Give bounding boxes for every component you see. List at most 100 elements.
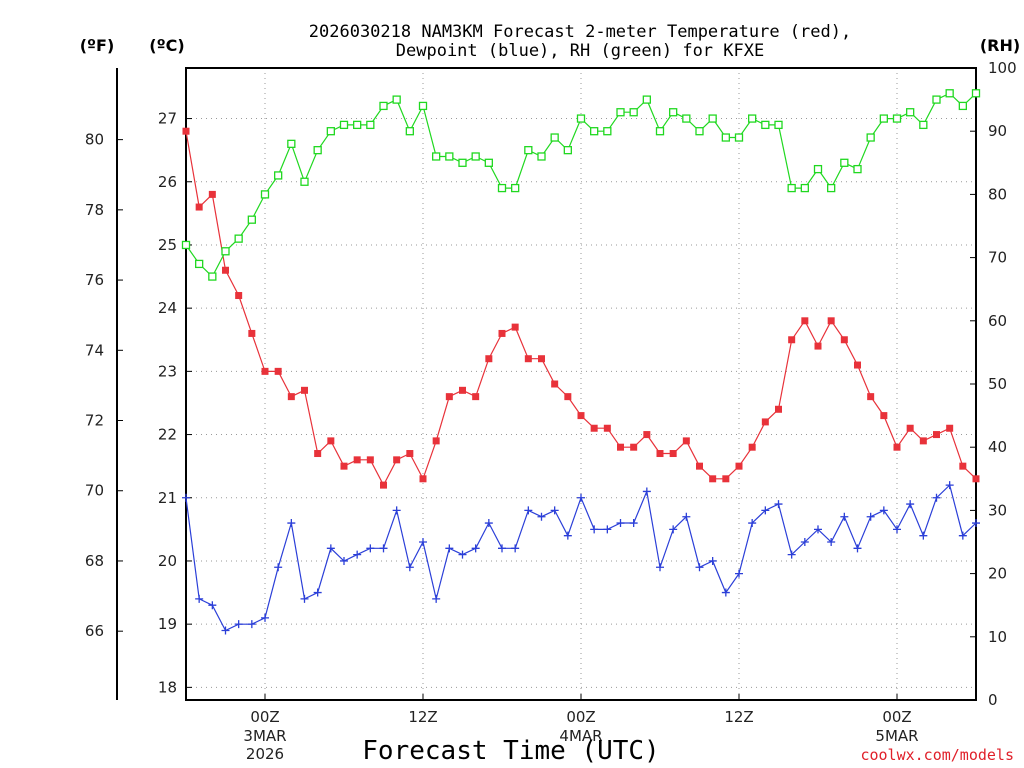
dewpoint-point — [840, 512, 849, 521]
celsius-tick-label: 27 — [158, 110, 177, 128]
fahrenheit-axis: 66 68 70 72 74 76 78 80 — [85, 131, 123, 640]
temperature-point — [235, 292, 243, 300]
rh-unit-label: (RH) — [980, 36, 1020, 55]
temperature-point — [617, 443, 624, 451]
dewpoint-point — [261, 613, 269, 622]
dewpoint-point — [603, 525, 612, 534]
dewpoint-point — [432, 594, 441, 603]
rh-point — [958, 101, 967, 111]
dewpoint-point — [866, 512, 875, 521]
rh-tick-label: 10 — [988, 628, 1007, 646]
temperature-point — [669, 450, 677, 458]
rh-point — [761, 120, 770, 130]
rh-point — [840, 158, 849, 167]
dewpoint-point — [827, 538, 836, 546]
dewpoint-point — [708, 556, 717, 565]
dewpoint-point — [669, 525, 678, 534]
temperature-point — [906, 424, 914, 432]
fahrenheit-unit-label: (ºF) — [80, 36, 115, 55]
series-dewpoint — [182, 481, 980, 635]
dewpoint-point — [366, 544, 375, 553]
rh-point — [458, 158, 467, 167]
dewpoint-point — [800, 538, 809, 546]
celsius-tick-label: 26 — [158, 173, 177, 191]
rh-point — [919, 120, 928, 130]
temperature-point — [814, 342, 822, 350]
rh-point — [379, 101, 388, 111]
fahrenheit-tick-label: 76 — [85, 271, 104, 289]
temperature-point — [419, 475, 427, 483]
rh-tick-label: 0 — [988, 691, 998, 709]
rh-point — [866, 133, 875, 142]
temperature-point — [761, 418, 769, 426]
dewpoint-point — [787, 550, 796, 559]
dewpoint-point — [379, 544, 388, 553]
dewpoint-point — [682, 512, 691, 521]
time-tick-date: 4MAR — [559, 727, 602, 745]
rh-point — [511, 183, 520, 193]
rh-point — [313, 146, 322, 155]
time-tick-year: 2026 — [246, 745, 284, 763]
dewpoint-point — [287, 519, 296, 528]
rh-point — [260, 190, 270, 199]
temperature-point — [393, 456, 401, 464]
rh-point — [326, 127, 335, 136]
dewpoint-point — [945, 481, 954, 490]
rh-point — [353, 120, 362, 130]
temperature-point — [656, 450, 664, 458]
rh-tick-label: 70 — [988, 249, 1007, 267]
rh-point — [418, 101, 428, 111]
rh-point — [721, 133, 730, 142]
dewpoint-point — [932, 493, 941, 502]
temperature-point — [643, 431, 651, 439]
temperature-point — [248, 329, 256, 337]
fahrenheit-tick-label: 74 — [85, 341, 104, 359]
grid-lines — [186, 68, 976, 700]
dewpoint-point — [590, 525, 599, 534]
dewpoint-point — [893, 525, 901, 534]
rh-point — [892, 114, 902, 123]
temperature-point — [340, 462, 348, 470]
temperature-point — [854, 361, 861, 369]
celsius-tick-label: 23 — [158, 362, 177, 380]
fahrenheit-tick-label: 66 — [85, 622, 104, 640]
rh-point — [853, 164, 862, 174]
rh-point — [497, 183, 507, 193]
rh-tick-label: 60 — [988, 312, 1007, 330]
dewpoint-point — [419, 538, 427, 546]
series-temperature — [182, 127, 980, 489]
temperature-point — [972, 475, 980, 483]
rh-tick-label: 20 — [988, 565, 1007, 583]
rh-point — [537, 152, 546, 161]
rh-point — [576, 114, 586, 123]
rh-point — [708, 114, 717, 123]
rh-tick-label: 30 — [988, 501, 1007, 519]
temperature-point — [696, 462, 703, 470]
celsius-tick-label: 20 — [158, 552, 177, 570]
dewpoint-point — [814, 525, 822, 534]
rh-point — [563, 146, 572, 155]
dewpoint-point — [274, 563, 283, 572]
temperature-point — [709, 475, 717, 483]
temperature-point — [735, 462, 743, 470]
series-rh — [181, 89, 981, 281]
dewpoint-point — [853, 544, 862, 553]
temperature-point — [327, 437, 335, 445]
celsius-unit-label: (ºC) — [149, 36, 184, 55]
rh-point — [800, 183, 809, 193]
time-tick-date: 5MAR — [875, 727, 918, 745]
rh-point — [813, 164, 823, 174]
temperature-point — [577, 412, 585, 420]
dewpoint-point — [616, 519, 625, 528]
rh-point — [945, 89, 954, 98]
dewpoint-point — [524, 506, 533, 515]
time-tick-date: 3MAR — [243, 727, 286, 745]
fahrenheit-tick-label: 72 — [85, 412, 104, 430]
rh-point — [695, 127, 704, 136]
temperature-point — [893, 443, 901, 451]
rh-point — [181, 240, 191, 250]
temperature-point — [301, 386, 308, 394]
temperature-point — [630, 443, 638, 451]
dewpoint-point — [498, 544, 506, 553]
rh-point — [642, 95, 651, 104]
